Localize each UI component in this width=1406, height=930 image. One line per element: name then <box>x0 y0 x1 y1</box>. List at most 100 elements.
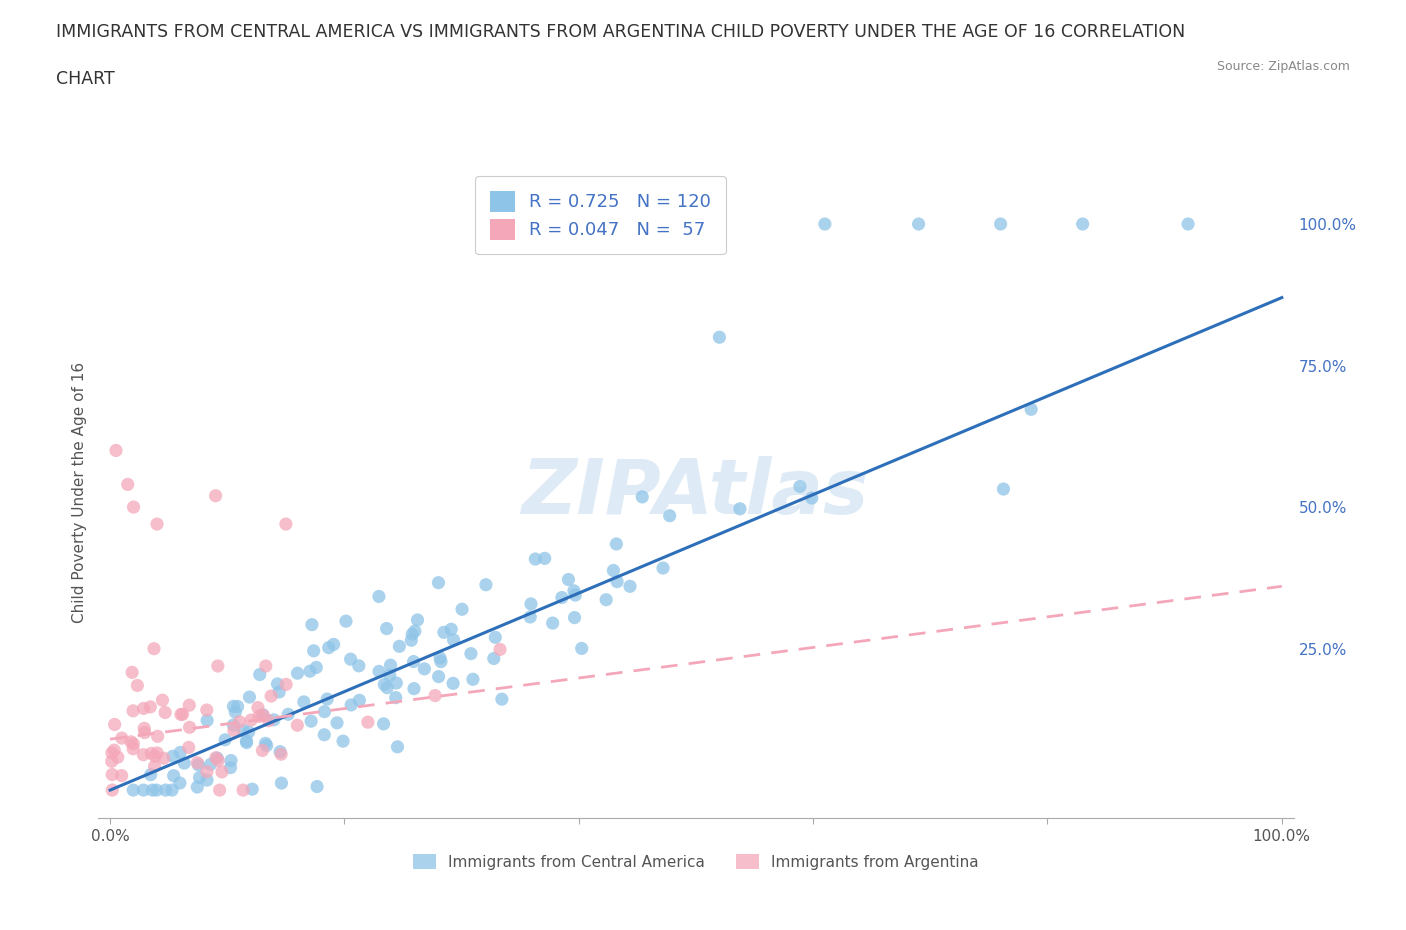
Point <box>256 738 278 753</box>
Point <box>451 602 474 617</box>
Point <box>562 583 585 598</box>
Point <box>423 688 446 703</box>
Point <box>228 714 250 729</box>
Point <box>401 632 423 647</box>
Point <box>105 443 128 458</box>
Point <box>207 753 229 768</box>
Point <box>195 764 218 779</box>
Point <box>652 561 675 576</box>
Point <box>541 616 564 631</box>
Point <box>429 650 451 665</box>
Point <box>186 755 208 770</box>
Point <box>101 746 124 761</box>
Point <box>814 217 837 232</box>
Point <box>269 684 291 699</box>
Point <box>162 749 184 764</box>
Point <box>134 721 156 736</box>
Point <box>907 217 929 232</box>
Point <box>111 731 134 746</box>
Point <box>728 501 751 516</box>
Point <box>380 658 402 672</box>
Point <box>270 747 292 762</box>
Point <box>232 783 254 798</box>
Point <box>564 610 586 625</box>
Point <box>401 627 423 642</box>
Point <box>121 665 143 680</box>
Point <box>101 767 124 782</box>
Point <box>1177 217 1199 232</box>
Point <box>246 700 269 715</box>
Point <box>214 732 236 747</box>
Point <box>368 664 391 679</box>
Point <box>143 749 166 764</box>
Point <box>132 701 155 716</box>
Point <box>322 637 344 652</box>
Point <box>427 576 450 591</box>
Point <box>122 783 145 798</box>
Point <box>200 757 222 772</box>
Point <box>789 479 811 494</box>
Point <box>524 551 547 566</box>
Point <box>307 779 329 794</box>
Point <box>169 776 191 790</box>
Point <box>314 704 336 719</box>
Point <box>240 712 263 727</box>
Point <box>179 698 201 712</box>
Point <box>134 725 156 740</box>
Point <box>103 743 125 758</box>
Point <box>709 330 731 345</box>
Point <box>1071 217 1094 232</box>
Point <box>143 759 166 774</box>
Point <box>152 693 174 708</box>
Point <box>318 640 340 655</box>
Point <box>292 695 315 710</box>
Point <box>335 614 357 629</box>
Point <box>122 703 145 718</box>
Point <box>252 708 274 723</box>
Point <box>139 699 162 714</box>
Point <box>427 670 450 684</box>
Point <box>340 698 363 712</box>
Text: IMMIGRANTS FROM CENTRAL AMERICA VS IMMIGRANTS FROM ARGENTINA CHILD POVERTY UNDER: IMMIGRANTS FROM CENTRAL AMERICA VS IMMIG… <box>56 23 1185 41</box>
Point <box>204 488 226 503</box>
Point <box>263 712 285 727</box>
Point <box>461 671 484 686</box>
Point <box>443 632 465 647</box>
Point <box>172 707 194 722</box>
Point <box>232 723 254 737</box>
Point <box>143 642 166 657</box>
Point <box>347 658 370 673</box>
Point <box>326 715 349 730</box>
Point <box>489 642 512 657</box>
Point <box>484 630 506 644</box>
Point <box>413 661 436 676</box>
Point <box>235 734 257 749</box>
Point <box>433 625 456 640</box>
Point <box>132 783 155 798</box>
Point <box>520 596 543 611</box>
Point <box>314 727 336 742</box>
Point <box>207 658 229 673</box>
Point <box>301 618 323 632</box>
Point <box>557 572 579 587</box>
Point <box>375 621 398 636</box>
Point <box>122 737 145 751</box>
Point <box>619 578 641 593</box>
Point <box>595 592 617 607</box>
Point <box>277 707 299 722</box>
Point <box>249 667 271 682</box>
Point <box>440 622 463 637</box>
Point <box>163 768 186 783</box>
Point <box>606 574 628 589</box>
Text: Source: ZipAtlas.com: Source: ZipAtlas.com <box>1216 60 1350 73</box>
Point <box>122 741 145 756</box>
Point <box>177 740 200 755</box>
Point <box>111 768 134 783</box>
Legend: Immigrants from Central America, Immigrants from Argentina: Immigrants from Central America, Immigra… <box>408 847 984 876</box>
Point <box>152 751 174 765</box>
Point <box>254 658 277 673</box>
Point <box>146 746 169 761</box>
Text: ZIPAtlas: ZIPAtlas <box>522 456 870 530</box>
Point <box>141 783 163 798</box>
Point <box>235 735 257 750</box>
